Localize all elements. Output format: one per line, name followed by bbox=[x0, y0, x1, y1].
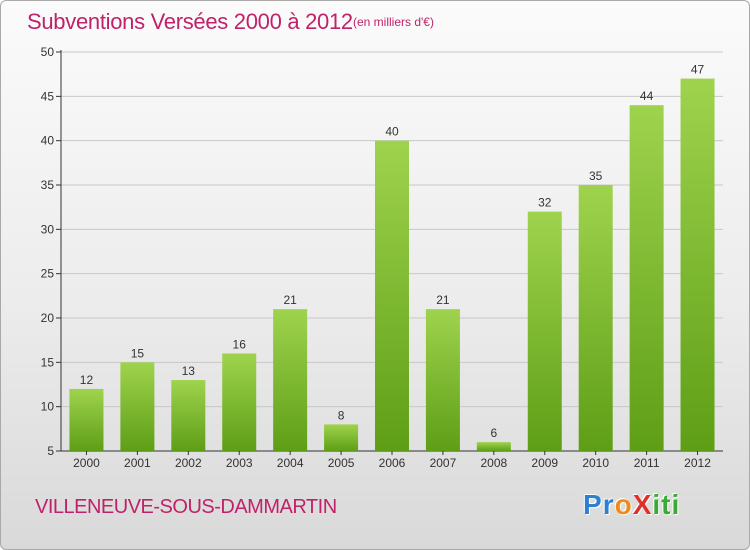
x-tick-label: 2006 bbox=[379, 456, 406, 470]
bar bbox=[375, 140, 409, 451]
y-tick-label: 40 bbox=[41, 134, 55, 148]
y-tick-label: 45 bbox=[41, 89, 55, 103]
y-tick-label: 20 bbox=[41, 311, 55, 325]
y-tick-label: 10 bbox=[41, 400, 55, 414]
x-tick-label: 2005 bbox=[328, 456, 355, 470]
y-tick-label: 50 bbox=[41, 45, 55, 59]
x-tick-label: 2007 bbox=[430, 456, 457, 470]
logo-letter: X bbox=[632, 489, 653, 520]
x-tick-label: 2008 bbox=[480, 456, 507, 470]
logo-letter: i bbox=[671, 489, 681, 520]
bar bbox=[69, 388, 104, 451]
bar bbox=[273, 309, 308, 451]
bar-value-label: 44 bbox=[640, 89, 654, 103]
y-tick-label: 5 bbox=[47, 444, 54, 458]
bar-value-label: 15 bbox=[131, 346, 145, 360]
bar-value-label: 47 bbox=[691, 63, 705, 77]
chart-subtitle: (en milliers d'€) bbox=[353, 15, 434, 29]
x-tick-label: 2012 bbox=[684, 456, 711, 470]
logo-letter: o bbox=[614, 489, 633, 520]
y-tick-label: 15 bbox=[41, 355, 55, 369]
bar-value-label: 6 bbox=[491, 426, 498, 440]
bar bbox=[527, 211, 562, 451]
x-tick-label: 2011 bbox=[634, 456, 660, 470]
bar-value-label: 32 bbox=[538, 196, 552, 210]
x-tick-label: 2009 bbox=[531, 456, 558, 470]
y-tick-label: 30 bbox=[41, 222, 55, 236]
x-tick-label: 2003 bbox=[226, 456, 253, 470]
bar bbox=[425, 309, 460, 451]
bar bbox=[578, 185, 613, 451]
logo-letter: i bbox=[652, 489, 662, 520]
chart-title: Subventions Versées 2000 à 2012 bbox=[27, 9, 353, 34]
bar-value-label: 16 bbox=[233, 337, 247, 351]
bar bbox=[171, 380, 206, 451]
proxiti-logo: ProXiti bbox=[583, 489, 680, 521]
bar bbox=[120, 362, 155, 451]
x-tick-label: 2002 bbox=[175, 456, 202, 470]
commune-name: VILLENEUVE-SOUS-DAMMARTIN bbox=[35, 496, 337, 518]
bar-value-label: 8 bbox=[338, 408, 345, 422]
logo-letter: t bbox=[661, 489, 672, 520]
bar bbox=[324, 424, 359, 451]
bar bbox=[629, 105, 664, 451]
x-tick-label: 2004 bbox=[277, 456, 304, 470]
bar-value-label: 21 bbox=[436, 293, 450, 307]
x-tick-label: 2010 bbox=[582, 456, 609, 470]
logo-letter: P bbox=[583, 489, 603, 520]
y-tick-label: 35 bbox=[41, 178, 55, 192]
x-tick-label: 2001 bbox=[124, 456, 151, 470]
bar-value-label: 40 bbox=[385, 125, 399, 139]
x-tick-label: 2000 bbox=[73, 456, 100, 470]
logo-letter: r bbox=[602, 489, 615, 520]
y-tick-label: 25 bbox=[41, 267, 55, 281]
bar bbox=[680, 78, 715, 451]
bar bbox=[476, 442, 511, 451]
bar-value-label: 35 bbox=[589, 169, 603, 183]
bar bbox=[222, 353, 257, 451]
bar-value-label: 21 bbox=[283, 293, 297, 307]
bar-value-label: 12 bbox=[80, 373, 94, 387]
bar-value-label: 13 bbox=[182, 364, 196, 378]
